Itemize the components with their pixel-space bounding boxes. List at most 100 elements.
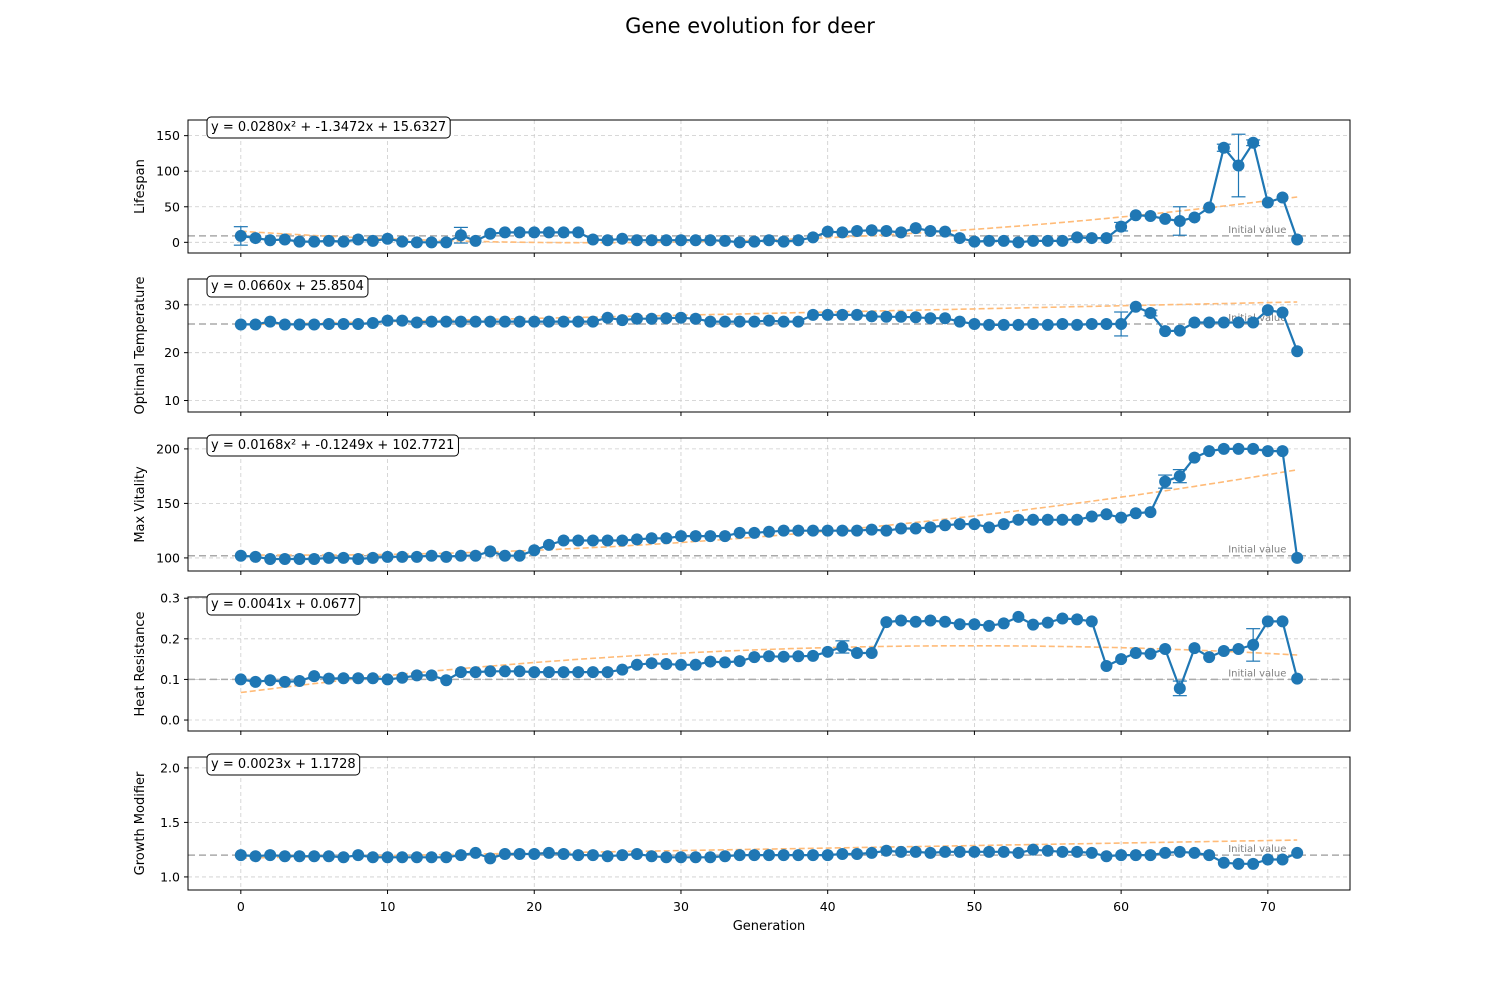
data-point: [264, 553, 277, 566]
y-axis-label: Growth Modifier: [133, 771, 148, 875]
data-point: [278, 553, 291, 566]
data-point: [264, 849, 277, 862]
equation-box: [206, 275, 369, 298]
equation-box: [206, 753, 361, 776]
data-point: [630, 312, 643, 325]
data-point: [542, 226, 555, 239]
data-point: [909, 522, 922, 535]
data-point: [807, 649, 820, 662]
y-tick-label: 150: [156, 128, 180, 143]
subplot-3: Initial value 100 150 200 Max Vitality y = 0.…: [133, 434, 1351, 575]
data-point: [1115, 511, 1128, 524]
data-point: [410, 669, 423, 682]
data-point: [997, 617, 1010, 630]
data-point: [1144, 849, 1157, 862]
data-point: [308, 318, 321, 331]
data-point: [1291, 233, 1304, 246]
y-tick-label: 30: [164, 297, 180, 312]
data-point: [469, 666, 482, 679]
data-point: [1291, 672, 1304, 685]
data-point: [1203, 445, 1216, 458]
data-point: [763, 525, 775, 538]
data-point: [542, 846, 555, 859]
y-tick-label: 1.5: [160, 815, 180, 830]
data-point: [1056, 513, 1069, 526]
data-point: [689, 851, 702, 864]
data-point: [425, 315, 438, 328]
data-point: [880, 310, 893, 323]
trend-equation: y = 0.0280x² + -1.3472x + 15.6327: [211, 120, 446, 135]
data-point: [1159, 475, 1172, 488]
data-point: [264, 234, 277, 247]
data-point: [1100, 660, 1113, 673]
data-point: [1261, 196, 1274, 209]
data-point: [557, 534, 570, 547]
data-point: [865, 647, 878, 660]
data-point: [293, 850, 306, 863]
data-point: [630, 658, 643, 671]
series-line: [240, 305, 1299, 352]
data-point: [1027, 513, 1040, 526]
data-point: [880, 524, 893, 537]
data-point: [645, 234, 658, 247]
data-point: [1056, 612, 1069, 625]
data-point: [880, 616, 893, 629]
trend-equation: y = 0.0168x² + -0.1249x + 102.7721: [211, 438, 454, 453]
subplot-5: Initial value 1.0 1.5 2.0 0 10 20 30 40 50 60 70 Gro…: [133, 753, 1351, 914]
data-point: [718, 850, 731, 863]
data-point: [542, 315, 555, 328]
data-point: [249, 318, 262, 331]
data-point: [630, 533, 643, 546]
data-point: [410, 851, 423, 864]
trend-line: [240, 644, 1298, 694]
data-point: [396, 550, 409, 563]
data-point: [1276, 191, 1289, 204]
data-point: [469, 234, 482, 247]
data-point: [498, 848, 511, 861]
data-point: [1100, 232, 1113, 245]
data-point: [821, 308, 834, 321]
initial-value-label: Initial value: [1228, 225, 1286, 236]
data-point: [1144, 210, 1157, 223]
data-point: [704, 234, 717, 247]
data-point: [234, 673, 247, 686]
data-point: [601, 311, 614, 324]
data-point: [381, 232, 394, 245]
data-point: [865, 310, 878, 323]
y-tick-label: 10: [164, 393, 180, 408]
data-point: [1012, 846, 1025, 859]
data-point: [1100, 508, 1113, 521]
data-point: [572, 315, 585, 328]
data-point: [1232, 442, 1245, 455]
data-point: [865, 523, 878, 536]
data-point: [1276, 306, 1289, 319]
data-point: [1217, 645, 1230, 658]
data-point: [1217, 856, 1230, 869]
data-point: [1115, 849, 1128, 862]
data-point: [1085, 846, 1098, 859]
data-point: [733, 655, 746, 668]
data-point: [807, 849, 820, 862]
data-point: [895, 226, 908, 239]
data-point: [924, 224, 937, 237]
data-point: [366, 851, 379, 864]
data-point: [454, 229, 467, 242]
data-point: [425, 851, 438, 864]
data-point: [821, 225, 834, 238]
data-point: [322, 317, 335, 330]
data-point: [851, 524, 864, 537]
initial-value-label: Initial value: [1228, 668, 1286, 679]
data-point: [1159, 642, 1172, 655]
axes-frame: [187, 119, 1351, 254]
data-point: [1056, 234, 1069, 247]
data-point: [278, 850, 291, 863]
data-point: [366, 234, 379, 247]
data-point: [880, 844, 893, 857]
data-point: [1247, 638, 1260, 651]
data-point: [983, 845, 996, 858]
data-point: [895, 614, 908, 627]
data-point: [983, 619, 996, 632]
data-point: [557, 848, 570, 861]
data-point: [322, 234, 335, 247]
